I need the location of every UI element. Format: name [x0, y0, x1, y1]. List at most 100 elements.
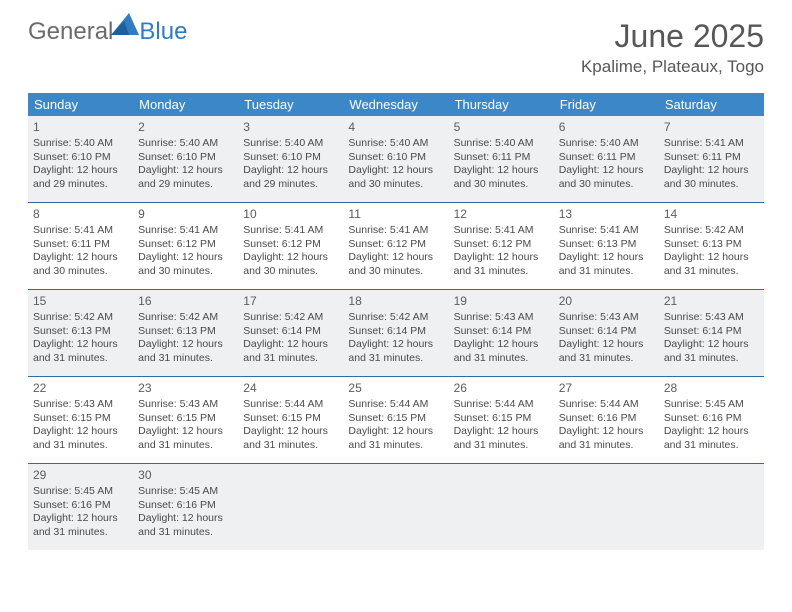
sunrise-line: Sunrise: 5:43 AM [559, 311, 654, 324]
daylight-line: Daylight: 12 hours and 31 minutes. [454, 338, 549, 365]
day-number: 19 [454, 292, 549, 309]
calendar-day: 6Sunrise: 5:40 AMSunset: 6:11 PMDaylight… [554, 116, 659, 202]
day-number: 24 [243, 379, 338, 396]
sunset-line: Sunset: 6:16 PM [138, 499, 233, 512]
calendar-day: 17Sunrise: 5:42 AMSunset: 6:14 PMDayligh… [238, 290, 343, 376]
sunrise-line: Sunrise: 5:45 AM [33, 485, 128, 498]
calendar-day: 3Sunrise: 5:40 AMSunset: 6:10 PMDaylight… [238, 116, 343, 202]
calendar-week: 15Sunrise: 5:42 AMSunset: 6:13 PMDayligh… [28, 290, 764, 377]
calendar-day: 14Sunrise: 5:42 AMSunset: 6:13 PMDayligh… [659, 203, 764, 289]
day-number: 4 [348, 118, 443, 135]
title-block: June 2025 Kpalime, Plateaux, Togo [581, 18, 764, 77]
sunset-line: Sunset: 6:14 PM [348, 325, 443, 338]
calendar-day: 13Sunrise: 5:41 AMSunset: 6:13 PMDayligh… [554, 203, 659, 289]
sunrise-line: Sunrise: 5:41 AM [138, 224, 233, 237]
calendar-day: 18Sunrise: 5:42 AMSunset: 6:14 PMDayligh… [343, 290, 448, 376]
calendar-day: 15Sunrise: 5:42 AMSunset: 6:13 PMDayligh… [28, 290, 133, 376]
daylight-line: Daylight: 12 hours and 30 minutes. [454, 164, 549, 191]
calendar-week: 8Sunrise: 5:41 AMSunset: 6:11 PMDaylight… [28, 203, 764, 290]
daylight-line: Daylight: 12 hours and 29 minutes. [33, 164, 128, 191]
logo-text-general: General [28, 18, 113, 46]
sunrise-line: Sunrise: 5:41 AM [664, 137, 759, 150]
sunrise-line: Sunrise: 5:43 AM [33, 398, 128, 411]
calendar-day: 21Sunrise: 5:43 AMSunset: 6:14 PMDayligh… [659, 290, 764, 376]
sunset-line: Sunset: 6:16 PM [664, 412, 759, 425]
daylight-line: Daylight: 12 hours and 31 minutes. [664, 251, 759, 278]
day-number: 30 [138, 466, 233, 483]
sunset-line: Sunset: 6:14 PM [454, 325, 549, 338]
sunset-line: Sunset: 6:10 PM [348, 151, 443, 164]
sunset-line: Sunset: 6:15 PM [33, 412, 128, 425]
calendar-day: 16Sunrise: 5:42 AMSunset: 6:13 PMDayligh… [133, 290, 238, 376]
calendar-day-empty [449, 464, 554, 550]
daylight-line: Daylight: 12 hours and 31 minutes. [348, 425, 443, 452]
sunset-line: Sunset: 6:12 PM [243, 238, 338, 251]
calendar-day: 9Sunrise: 5:41 AMSunset: 6:12 PMDaylight… [133, 203, 238, 289]
sunset-line: Sunset: 6:13 PM [559, 238, 654, 251]
day-number: 23 [138, 379, 233, 396]
calendar-day: 19 Sunrise: 5:43 AMSunset: 6:14 PMDayligh… [449, 290, 554, 376]
logo: General Blue [28, 18, 187, 46]
daylight-line: Daylight: 12 hours and 29 minutes. [243, 164, 338, 191]
logo-triangle-icon [111, 13, 139, 40]
sunset-line: Sunset: 6:11 PM [559, 151, 654, 164]
daylight-line: Daylight: 12 hours and 30 minutes. [348, 251, 443, 278]
day-number: 25 [348, 379, 443, 396]
daylight-line: Daylight: 12 hours and 30 minutes. [348, 164, 443, 191]
day-number: 7 [664, 118, 759, 135]
day-number: 29 [33, 466, 128, 483]
calendar-day: 11 Sunrise: 5:41 AMSunset: 6:12 PMDayligh… [343, 203, 448, 289]
day-number: 11 [348, 205, 443, 222]
sunrise-line: Sunrise: 5:42 AM [33, 311, 128, 324]
sunrise-line: Sunrise: 5:45 AM [664, 398, 759, 411]
daylight-line: Daylight: 12 hours and 29 minutes. [138, 164, 233, 191]
weekday-header: Wednesday [343, 93, 448, 116]
day-number: 22 [33, 379, 128, 396]
sunset-line: Sunset: 6:15 PM [348, 412, 443, 425]
sunrise-line: Sunrise: 5:40 AM [559, 137, 654, 150]
sunrise-line: Sunrise: 5:41 AM [348, 224, 443, 237]
sunset-line: Sunset: 6:10 PM [243, 151, 338, 164]
calendar-day: 10Sunrise: 5:41 AMSunset: 6:12 PMDayligh… [238, 203, 343, 289]
page-subtitle: Kpalime, Plateaux, Togo [581, 57, 764, 77]
sunrise-line: Sunrise: 5:42 AM [664, 224, 759, 237]
weekday-header: Monday [133, 93, 238, 116]
sunrise-line: Sunrise: 5:42 AM [138, 311, 233, 324]
calendar-week: 29Sunrise: 5:45 AMSunset: 6:16 PMDayligh… [28, 464, 764, 550]
day-number: 13 [559, 205, 654, 222]
calendar-day: 22Sunrise: 5:43 AMSunset: 6:15 PMDayligh… [28, 377, 133, 463]
weekday-header: Tuesday [238, 93, 343, 116]
day-number: 27 [559, 379, 654, 396]
sunrise-line: Sunrise: 5:44 AM [348, 398, 443, 411]
sunset-line: Sunset: 6:14 PM [559, 325, 654, 338]
calendar: SundayMondayTuesdayWednesdayThursdayFrid… [28, 93, 764, 550]
daylight-line: Daylight: 12 hours and 30 minutes. [33, 251, 128, 278]
sunset-line: Sunset: 6:15 PM [243, 412, 338, 425]
weekday-header: Thursday [449, 93, 554, 116]
calendar-week: 1Sunrise: 5:40 AMSunset: 6:10 PMDaylight… [28, 116, 764, 203]
calendar-day: 5Sunrise: 5:40 AMSunset: 6:11 PMDaylight… [449, 116, 554, 202]
daylight-line: Daylight: 12 hours and 30 minutes. [664, 164, 759, 191]
day-number: 28 [664, 379, 759, 396]
sunrise-line: Sunrise: 5:43 AM [454, 311, 549, 324]
sunset-line: Sunset: 6:15 PM [138, 412, 233, 425]
day-number: 2 [138, 118, 233, 135]
daylight-line: Daylight: 12 hours and 31 minutes. [559, 338, 654, 365]
sunset-line: Sunset: 6:16 PM [33, 499, 128, 512]
day-number: 1 [33, 118, 128, 135]
sunset-line: Sunset: 6:12 PM [348, 238, 443, 251]
daylight-line: Daylight: 12 hours and 31 minutes. [454, 251, 549, 278]
sunrise-line: Sunrise: 5:44 AM [559, 398, 654, 411]
calendar-day-empty [343, 464, 448, 550]
sunrise-line: Sunrise: 5:40 AM [33, 137, 128, 150]
daylight-line: Daylight: 12 hours and 31 minutes. [664, 338, 759, 365]
sunrise-line: Sunrise: 5:41 AM [33, 224, 128, 237]
calendar-day: 26Sunrise: 5:44 AMSunset: 6:15 PMDayligh… [449, 377, 554, 463]
daylight-line: Daylight: 12 hours and 31 minutes. [348, 338, 443, 365]
daylight-line: Daylight: 12 hours and 31 minutes. [138, 338, 233, 365]
day-number: 20 [559, 292, 654, 309]
sunrise-line: Sunrise: 5:42 AM [243, 311, 338, 324]
sunset-line: Sunset: 6:15 PM [454, 412, 549, 425]
sunrise-line: Sunrise: 5:40 AM [454, 137, 549, 150]
calendar-day: 8Sunrise: 5:41 AMSunset: 6:11 PMDaylight… [28, 203, 133, 289]
